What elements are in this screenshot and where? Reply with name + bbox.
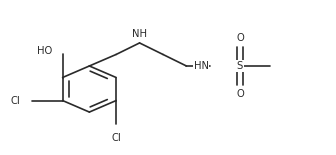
- Text: Cl: Cl: [111, 133, 121, 143]
- Text: HO: HO: [37, 46, 52, 56]
- Text: NH: NH: [132, 29, 147, 39]
- Text: Cl: Cl: [10, 95, 20, 106]
- Text: HN: HN: [194, 61, 209, 71]
- Text: O: O: [236, 33, 244, 43]
- Text: S: S: [237, 61, 243, 71]
- Text: O: O: [236, 89, 244, 99]
